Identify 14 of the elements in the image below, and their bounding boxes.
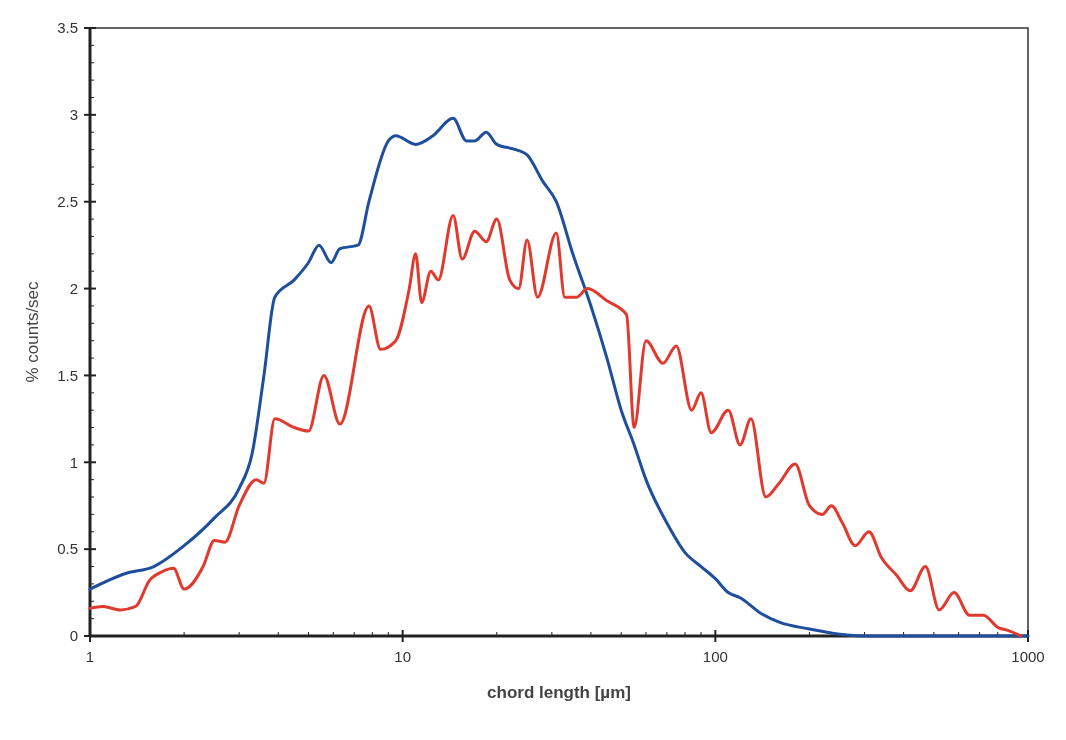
x-tick-label: 1 [85, 648, 95, 665]
x-axis-title: chord length [µm] [487, 683, 631, 702]
y-axis-title: % counts/sec [23, 280, 42, 383]
x-tick-label: 1000 [1011, 648, 1045, 665]
x-tick-label: 100 [702, 648, 728, 665]
y-tick-label: 1 [69, 453, 78, 471]
y-tick-label: 2.5 [57, 192, 78, 210]
y-tick-label: 3.5 [57, 19, 78, 37]
y-tick-label: 3 [69, 106, 78, 124]
y-tick-label: 2 [69, 279, 78, 297]
y-tick-label: 1.5 [57, 366, 78, 384]
x-tick-label: 10 [394, 648, 412, 665]
y-tick-label: 0 [69, 627, 78, 645]
y-tick-label: 0.5 [57, 540, 78, 558]
